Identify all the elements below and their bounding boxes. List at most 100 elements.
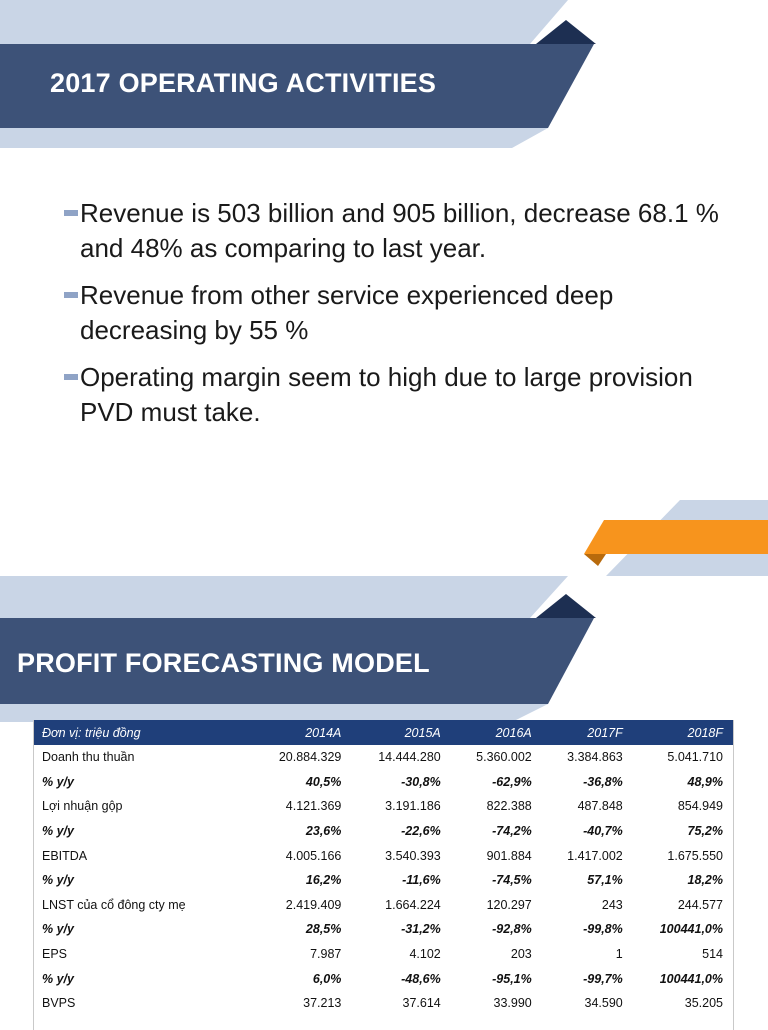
table-row: % y/y 23,6% -22,6% -74,2% -40,7% 75,2%	[34, 819, 733, 844]
table-cell: 35.205	[684, 996, 723, 1011]
table-cell: 822.388	[486, 799, 532, 814]
table-cell: 901.884	[486, 848, 532, 863]
banner1-fold-triangle	[536, 20, 596, 44]
table-cell: 3.540.393	[385, 848, 441, 863]
row-label: % y/y	[42, 971, 74, 986]
table-cell: 40,5%	[305, 774, 342, 789]
table-cell: -99,7%	[583, 971, 623, 986]
table-row: % y/y 16,2% -11,6% -74,5% 57,1% 18,2%	[34, 868, 733, 893]
table-row: % y/y 28,5% -31,2% -92,8% -99,8% 100441,0%	[34, 917, 733, 942]
year-header: 2015A	[351, 720, 451, 745]
year-header: 2014A	[252, 720, 352, 745]
table-cell: 3.384.863	[567, 750, 623, 765]
table-cell: 23,6%	[305, 824, 342, 839]
banner2-dark-band	[0, 618, 594, 704]
row-label: % y/y	[42, 922, 74, 937]
bullet-dash-icon	[64, 292, 78, 298]
table-cell: 244.577	[677, 897, 723, 912]
row-label: % y/y	[42, 824, 74, 839]
table-body: Doanh thu thuần 20.884.329 14.444.280 5.360…	[34, 745, 733, 1016]
table-cell: -40,7%	[583, 824, 623, 839]
table-cell: -30,8%	[401, 774, 441, 789]
table-cell: -62,9%	[492, 774, 532, 789]
table-cell: 34.590	[584, 996, 623, 1011]
bullet-dash-icon	[64, 374, 78, 380]
row-label: EPS	[42, 947, 68, 962]
table-row: % y/y 6,0% -48,6% -95,1% -99,7% 100441,0%	[34, 966, 733, 991]
slide2-banner-graphic	[0, 576, 596, 722]
table-row: BVPS 37.213 37.614 33.990 34.590 35.205	[34, 991, 733, 1016]
table-cell: -99,8%	[583, 922, 623, 937]
table-cell: 18,2%	[687, 873, 723, 888]
bullet-list: Revenue is 503 billion and 905 billion, …	[62, 196, 742, 442]
row-label: BVPS	[42, 996, 76, 1011]
row-label: Lợi nhuận gộp	[42, 799, 123, 814]
table-cell: -74,5%	[492, 873, 532, 888]
slide1-title: 2017 OPERATING ACTIVITIES	[50, 68, 437, 98]
table-cell: 20.884.329	[278, 750, 342, 765]
bullet-item: Revenue is 503 billion and 905 billion, …	[62, 196, 742, 266]
row-label: % y/y	[42, 774, 74, 789]
banner2-light-bottom-band	[0, 704, 548, 722]
table-row: Lợi nhuận gộp 4.121.369 3.191.186 822.388 48…	[34, 794, 733, 819]
row-label: EBITDA	[42, 848, 88, 863]
row-label: % y/y	[42, 873, 74, 888]
table-cell: 1.675.550	[667, 848, 723, 863]
table-cell: 1	[615, 947, 623, 962]
table-cell: 6,0%	[312, 971, 342, 986]
table-row: Doanh thu thuần 20.884.329 14.444.280 5.360…	[34, 745, 733, 770]
table-cell: 16,2%	[305, 873, 342, 888]
table-row: LNST của cổ đông cty mẹ 2.419.409 1.664.22…	[34, 893, 733, 918]
table-cell: 100441,0%	[659, 922, 723, 937]
bullet-text: Operating margin seem to high due to lar…	[80, 362, 693, 427]
table-cell: 100441,0%	[659, 971, 723, 986]
unit-header: Đơn vị: triệu đồng	[34, 720, 252, 745]
table-cell: 57,1%	[587, 873, 623, 888]
year-header: 2016A	[450, 720, 542, 745]
table-cell: 14.444.280	[378, 750, 441, 765]
banner2-fold-triangle	[536, 594, 596, 618]
table-cell: -22,6%	[401, 824, 441, 839]
bullet-dash-icon	[64, 210, 78, 216]
table-cell: -48,6%	[401, 971, 441, 986]
accent-orange-fold	[584, 554, 606, 566]
row-label: Doanh thu thuần	[42, 750, 135, 765]
table-cell: 37.614	[402, 996, 441, 1011]
table-cell: 4.121.369	[285, 799, 342, 814]
table-cell: 1.664.224	[385, 897, 441, 912]
table-cell: 514	[702, 947, 723, 962]
table-cell: 2.419.409	[285, 897, 342, 912]
table-cell: 487.848	[577, 799, 623, 814]
table-cell: 120.297	[486, 897, 532, 912]
table-header-row: Đơn vị: triệu đồng 2014A 2015A 2016A 2017F 20…	[34, 720, 733, 745]
table-cell: 203	[510, 947, 532, 962]
banner2-light-top-band	[0, 576, 568, 618]
table-cell: 3.191.186	[385, 799, 441, 814]
banner1-light-bottom-band	[0, 128, 548, 148]
banner1-dark-band	[0, 44, 594, 128]
table-cell: 28,5%	[305, 922, 342, 937]
table-cell: 5.041.710	[667, 750, 723, 765]
bullet-item: Operating margin seem to high due to lar…	[62, 360, 742, 430]
table-cell: -95,1%	[492, 971, 532, 986]
row-label: LNST của cổ đông cty mẹ	[42, 897, 186, 912]
bullet-item: Revenue from other service experienced d…	[62, 278, 742, 348]
table-cell: 33.990	[493, 996, 532, 1011]
table-cell: -74,2%	[492, 824, 532, 839]
table-cell: -92,8%	[492, 922, 532, 937]
year-header: 2017F	[541, 720, 633, 745]
table-cell: 7.987	[310, 947, 342, 962]
table-row: % y/y 40,5% -30,8% -62,9% -36,8% 48,9%	[34, 770, 733, 795]
banner1-light-top-band	[0, 0, 568, 44]
slide1-banner-graphic	[0, 0, 596, 148]
forecast-table-container: Đơn vị: triệu đồng 2014A 2015A 2016A 2017F 20…	[33, 720, 734, 1030]
table-row: EBITDA 4.005.166 3.540.393 901.884 1.417.002…	[34, 843, 733, 868]
table-cell: -36,8%	[583, 774, 623, 789]
table-cell: 854.949	[677, 799, 723, 814]
table-row: EPS 7.987 4.102 203 1 514	[34, 942, 733, 967]
table-cell: 5.360.002	[476, 750, 532, 765]
bullet-text: Revenue is 503 billion and 905 billion, …	[80, 198, 719, 263]
table-cell: 4.005.166	[285, 848, 342, 863]
table-cell: 4.102	[409, 947, 441, 962]
forecast-table: Đơn vị: triệu đồng 2014A 2015A 2016A 2017F 20…	[34, 720, 733, 1016]
